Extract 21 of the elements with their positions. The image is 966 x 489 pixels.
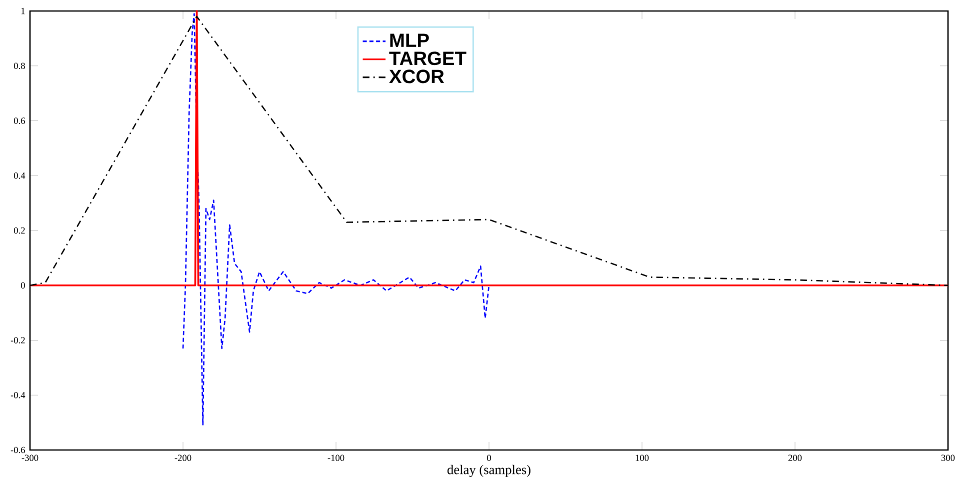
x-tick-label: -100 (328, 454, 344, 461)
legend-label: TARGET (389, 52, 466, 66)
y-tick-label: 0 (20, 282, 25, 289)
x-tick-label: -300 (22, 454, 38, 461)
line-series (182, 13, 490, 426)
y-tick-label: -0.2 (10, 337, 25, 344)
x-tick-label: 100 (636, 454, 649, 461)
x-axis-title: delay (samples) (447, 464, 530, 477)
x-tick-label: 200 (788, 454, 802, 461)
x-tick-label: 0 (487, 454, 491, 461)
legend-label: XCOR (389, 70, 444, 84)
x-tick-label: 300 (941, 454, 955, 461)
y-tick-label: 0.4 (14, 172, 26, 179)
legend-label: MLP (390, 34, 429, 47)
y-tick-label: 0.2 (14, 227, 25, 234)
x-tick-label: -200 (174, 454, 192, 461)
y-tick-label: -0.6 (10, 446, 26, 454)
y-tick-label: 0.6 (14, 118, 26, 124)
y-tick-label: 1 (21, 8, 25, 14)
y-tick-label: -0.4 (10, 392, 26, 398)
y-tick-label: 0.8 (14, 62, 25, 70)
